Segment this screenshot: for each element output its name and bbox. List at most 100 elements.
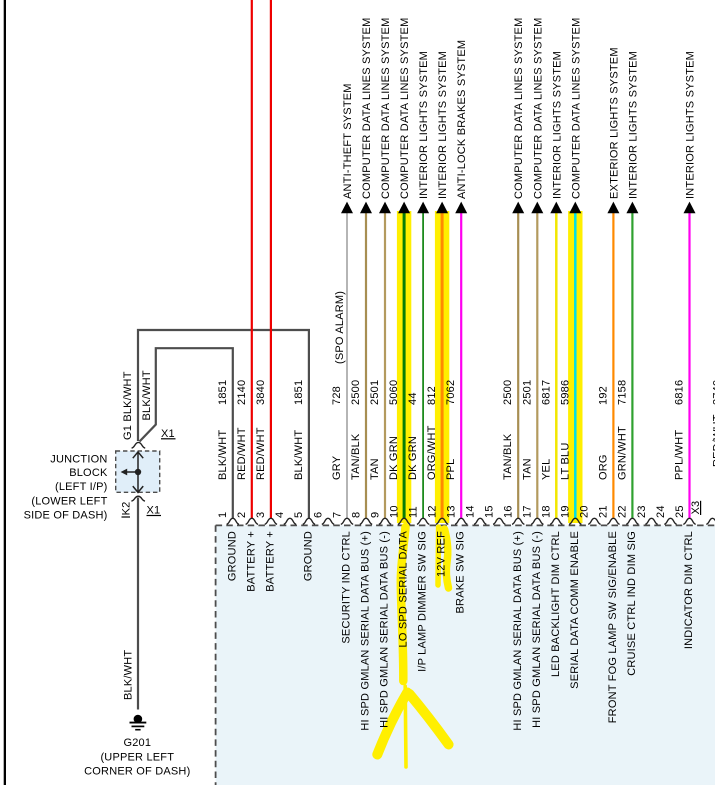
svg-text:RED/WHT: RED/WHT [711,414,715,467]
svg-text:3740: 3740 [711,380,715,405]
svg-text:5060: 5060 [388,380,400,405]
svg-text:11: 11 [407,506,419,518]
svg-text:21: 21 [598,505,610,518]
svg-text:BLK/WHT: BLK/WHT [141,370,153,420]
svg-text:GROUND: GROUND [302,531,314,581]
svg-text:15: 15 [484,505,496,518]
svg-text:COMPUTER DATA LINES SYSTEM: COMPUTER DATA LINES SYSTEM [399,18,411,199]
svg-text:BLK/WHT: BLK/WHT [217,430,229,480]
svg-text:6816: 6816 [674,380,686,405]
svg-text:G201: G201 [123,737,151,749]
svg-text:HI SPD GMLAN SERIAL DATA BUS (: HI SPD GMLAN SERIAL DATA BUS (-) [379,531,391,728]
svg-text:1851: 1851 [293,380,305,405]
svg-text:2501: 2501 [369,380,381,405]
svg-text:1851: 1851 [217,380,229,405]
svg-text:ANTI-THEFT SYSTEM: ANTI-THEFT SYSTEM [342,83,354,199]
svg-text:22: 22 [617,505,629,518]
svg-text:(LOWER LEFT: (LOWER LEFT [31,495,107,507]
svg-text:2: 2 [236,512,248,518]
svg-text:2500: 2500 [350,380,362,405]
svg-text:7: 7 [331,512,343,518]
svg-text:2140: 2140 [236,380,248,405]
svg-text:4: 4 [274,512,286,518]
svg-text:24: 24 [655,505,667,518]
svg-text:X1: X1 [147,505,161,517]
svg-text:(LEFT I/P): (LEFT I/P) [55,481,108,493]
svg-text:TAN/BLK: TAN/BLK [350,433,362,480]
svg-text:TAN/BLK: TAN/BLK [502,433,514,480]
svg-text:18: 18 [541,505,553,518]
svg-text:9: 9 [369,512,381,518]
svg-text:COMPUTER DATA LINES SYSTEM: COMPUTER DATA LINES SYSTEM [570,18,582,199]
svg-text:19: 19 [560,505,572,518]
svg-text:COMPUTER DATA LINES SYSTEM: COMPUTER DATA LINES SYSTEM [532,18,544,199]
svg-text:ORG: ORG [597,454,609,480]
svg-text:G1 BLK/WHT: G1 BLK/WHT [122,371,134,440]
svg-text:INTERIOR LIGHTS SYSTEM: INTERIOR LIGHTS SYSTEM [437,51,449,199]
svg-text:13: 13 [446,505,458,518]
svg-text:12V REF: 12V REF [436,531,448,577]
svg-text:BATTERY +: BATTERY + [245,531,257,592]
svg-text:TAN: TAN [369,458,381,480]
svg-text:DK GRN: DK GRN [388,436,400,480]
svg-text:JUNCTION: JUNCTION [50,454,107,466]
svg-text:BRAKE SW SIG: BRAKE SW SIG [455,531,467,613]
svg-text:44: 44 [407,392,419,405]
svg-text:EXTERIOR LIGHTS SYSTEM: EXTERIOR LIGHTS SYSTEM [608,47,620,199]
svg-text:SERIAL DATA COMM ENABLE: SERIAL DATA COMM ENABLE [569,531,581,689]
svg-text:TAN: TAN [521,458,533,480]
svg-text:10: 10 [388,505,400,518]
svg-text:X3: X3 [690,501,702,515]
svg-text:PPL/WHT: PPL/WHT [674,430,686,480]
svg-text:INTERIOR LIGHTS SYSTEM: INTERIOR LIGHTS SYSTEM [418,51,430,199]
svg-text:PPL: PPL [445,459,457,480]
svg-text:CORNER OF DASH): CORNER OF DASH) [84,766,190,778]
svg-text:192: 192 [597,386,609,405]
svg-text:2500: 2500 [502,380,514,405]
svg-text:GROUND: GROUND [226,531,238,581]
svg-text:HI SPD GMLAN SERIAL DATA BUS (: HI SPD GMLAN SERIAL DATA BUS (+) [360,531,372,731]
svg-text:COMPUTER DATA LINES SYSTEM: COMPUTER DATA LINES SYSTEM [380,18,392,199]
svg-text:3840: 3840 [255,380,267,405]
svg-text:LT BLU: LT BLU [559,443,571,480]
svg-text:COMPUTER DATA LINES SYSTEM: COMPUTER DATA LINES SYSTEM [513,18,525,199]
svg-text:16: 16 [503,505,515,518]
svg-text:COMPUTER DATA LINES SYSTEM: COMPUTER DATA LINES SYSTEM [361,18,373,199]
svg-text:CRUISE CTRL IND DIM SIG: CRUISE CTRL IND DIM SIG [626,531,638,676]
svg-text:728: 728 [331,386,343,405]
svg-text:8: 8 [350,512,362,518]
svg-text:RED/WHT: RED/WHT [255,427,267,480]
svg-text:7158: 7158 [616,380,628,405]
svg-text:3: 3 [255,512,267,518]
svg-text:6817: 6817 [540,380,552,405]
svg-text:2501: 2501 [521,380,533,405]
svg-text:5986: 5986 [559,380,571,405]
svg-text:RED/WHT: RED/WHT [236,427,248,480]
svg-text:12: 12 [426,505,438,518]
svg-text:(SPO ALARM): (SPO ALARM) [334,291,346,364]
svg-text:BLOCK: BLOCK [69,467,108,479]
svg-text:I/P LAMP DIMMER SW SIG: I/P LAMP DIMMER SW SIG [417,531,429,672]
svg-text:GRY: GRY [331,455,343,480]
svg-text:HI SPD GMLAN SERIAL DATA BUS (: HI SPD GMLAN SERIAL DATA BUS (-) [531,531,543,728]
svg-text:20: 20 [579,505,591,518]
svg-text:LED BACKLIGHT DIM CTRL: LED BACKLIGHT DIM CTRL [550,531,562,677]
svg-text:ANTI-LOCK BRAKES SYSTEM: ANTI-LOCK BRAKES SYSTEM [456,40,468,199]
svg-text:23: 23 [636,505,648,518]
svg-text:14: 14 [465,505,477,518]
svg-text:YEL: YEL [540,459,552,480]
svg-text:ORG/WHT: ORG/WHT [426,425,438,480]
svg-text:INTERIOR LIGHTS SYSTEM: INTERIOR LIGHTS SYSTEM [627,51,639,199]
svg-text:1: 1 [217,512,229,518]
svg-text:DK GRN: DK GRN [407,436,419,480]
svg-text:6: 6 [312,512,324,518]
svg-text:INDICATOR DIM CTRL: INDICATOR DIM CTRL [683,531,695,649]
svg-text:17: 17 [522,505,534,518]
svg-text:K2: K2 [120,502,132,516]
svg-text:SIDE OF DASH): SIDE OF DASH) [24,510,108,522]
svg-text:BLK/WHT: BLK/WHT [123,650,135,700]
svg-text:5: 5 [293,512,305,518]
svg-text:812: 812 [426,386,438,405]
svg-text:BLK/WHT: BLK/WHT [293,430,305,480]
svg-text:INTERIOR LIGHTS SYSTEM: INTERIOR LIGHTS SYSTEM [551,51,563,199]
